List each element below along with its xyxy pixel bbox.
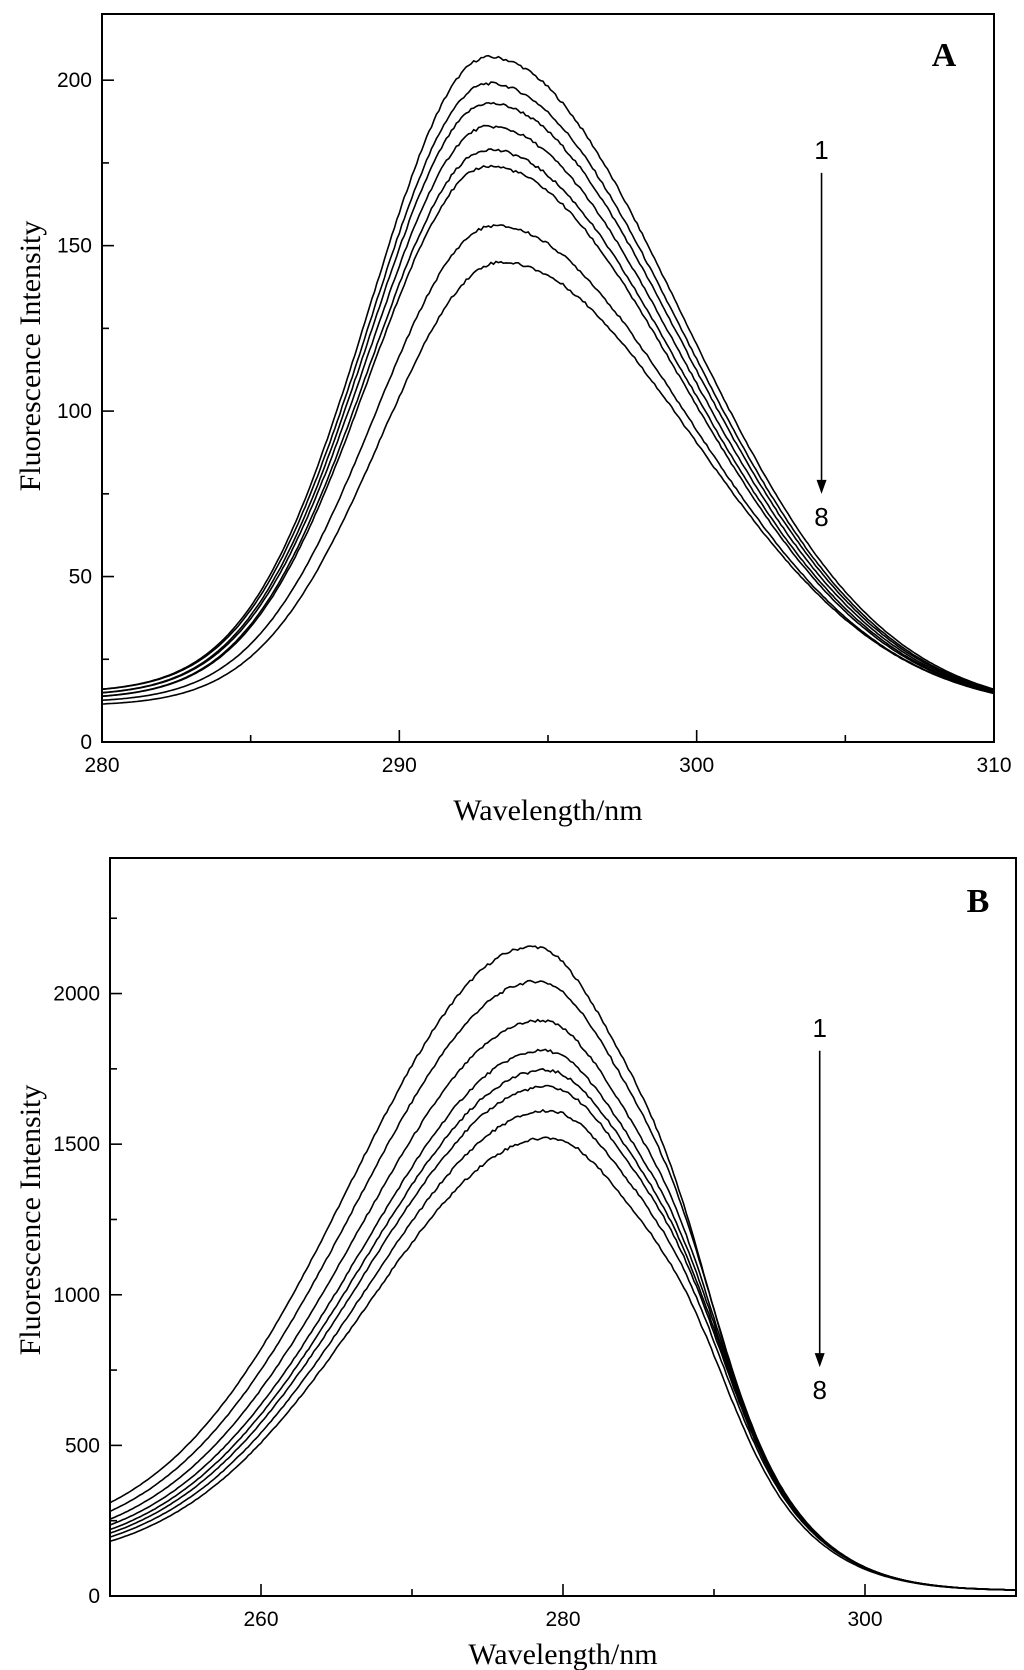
panel-a-y-tick-label: 0	[80, 731, 92, 754]
panel-a-ticks	[101, 79, 995, 743]
panel-b-frame	[109, 857, 1017, 1597]
panel-a-series-7	[101, 224, 995, 701]
panel-b-y-tick-label: 500	[65, 1434, 100, 1457]
panel-b-x-tick-label: 280	[545, 1608, 580, 1631]
panel-b-series-2	[109, 979, 1016, 1591]
panel-b-y-axis-title: Fluorescence Intensity	[14, 1085, 47, 1356]
panel-a-x-tick-label: 280	[84, 754, 119, 777]
panel-a-y-tick-label: 150	[57, 235, 92, 258]
panel-a-annotation-end-label: 8	[814, 502, 828, 532]
panel-b-series-5	[109, 1068, 1017, 1591]
panel-b-y-tick-label: 2000	[53, 983, 100, 1006]
panel-a-series-3	[101, 101, 995, 694]
panel-b-tick-labels: 260 280 300 0 500 1000 1500 2000	[53, 983, 882, 1631]
panel-a-y-tick-label: 50	[69, 566, 92, 589]
panel-a-annotation-arrowhead	[816, 479, 827, 494]
panel-b-series-8	[109, 1136, 1017, 1591]
panel-b-series-4	[109, 1048, 1017, 1591]
panel-a-series-8	[101, 260, 995, 705]
panel-a-x-axis-title: Wavelength/nm	[453, 794, 642, 827]
panel-a: 280 290 300 310 0 50 100 150 200 A Wavelength/nm…	[14, 13, 1012, 827]
panel-b-annotation: 1 8	[812, 1013, 826, 1405]
panel-b-lines	[109, 945, 1017, 1591]
panel-a-series-1	[101, 54, 995, 690]
panel-a-annotation-start-label: 1	[814, 135, 828, 165]
panel-b-label: B	[967, 883, 990, 920]
panel-b-x-tick-label: 260	[243, 1608, 278, 1631]
panel-b-x-axis-title: Wavelength/nm	[468, 1638, 657, 1670]
panel-b-series-7	[109, 1108, 1017, 1591]
panel-b-series-3	[109, 1018, 1017, 1591]
panel-a-series-6	[101, 164, 995, 698]
panel-a-y-tick-label: 200	[57, 69, 92, 92]
panel-a-series-5	[101, 148, 995, 697]
panel-a-annotation: 1 8	[814, 135, 828, 532]
panel-b-y-tick-label: 1500	[53, 1133, 100, 1156]
panel-a-series-4	[101, 124, 995, 694]
panel-b-x-tick-label: 300	[847, 1608, 882, 1631]
panel-b-y-tick-label: 1000	[53, 1284, 100, 1307]
panel-b-series-6	[109, 1084, 1017, 1591]
panel-a-y-tick-label: 100	[57, 400, 92, 423]
panel-b-annotation-start-label: 1	[812, 1013, 826, 1043]
panel-b-y-tick-label: 0	[88, 1585, 100, 1608]
panel-b: 260 280 300 0 500 1000 1500 2000 B Wavelength/n…	[14, 857, 1017, 1670]
panel-a-x-tick-label: 310	[976, 754, 1011, 777]
panel-a-y-axis-title: Fluorescence Intensity	[14, 221, 47, 492]
panel-a-x-tick-label: 290	[382, 754, 417, 777]
panel-a-x-tick-label: 300	[679, 754, 714, 777]
panel-a-tick-labels: 280 290 300 310 0 50 100 150 200	[57, 69, 1012, 777]
panel-a-series-2	[101, 81, 995, 691]
panel-b-ticks	[109, 917, 1017, 1597]
panel-b-series-1	[109, 945, 1016, 1591]
panel-b-annotation-end-label: 8	[812, 1375, 826, 1405]
panel-a-label: A	[932, 37, 957, 74]
panel-b-annotation-arrowhead	[814, 1353, 825, 1368]
panel-a-lines	[101, 54, 995, 705]
